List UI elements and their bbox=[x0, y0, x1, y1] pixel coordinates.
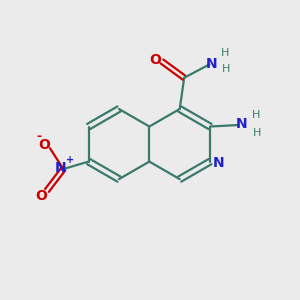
Text: O: O bbox=[38, 138, 50, 152]
Text: H: H bbox=[222, 64, 230, 74]
Text: H: H bbox=[253, 128, 261, 138]
Text: N: N bbox=[236, 117, 247, 131]
Text: N: N bbox=[213, 156, 224, 170]
Text: N: N bbox=[55, 161, 67, 176]
Text: H: H bbox=[252, 110, 260, 120]
Text: +: + bbox=[66, 155, 74, 165]
Text: O: O bbox=[36, 189, 48, 203]
Text: -: - bbox=[36, 130, 41, 143]
Text: H: H bbox=[221, 48, 229, 58]
Text: O: O bbox=[149, 53, 161, 67]
Text: N: N bbox=[206, 57, 218, 71]
